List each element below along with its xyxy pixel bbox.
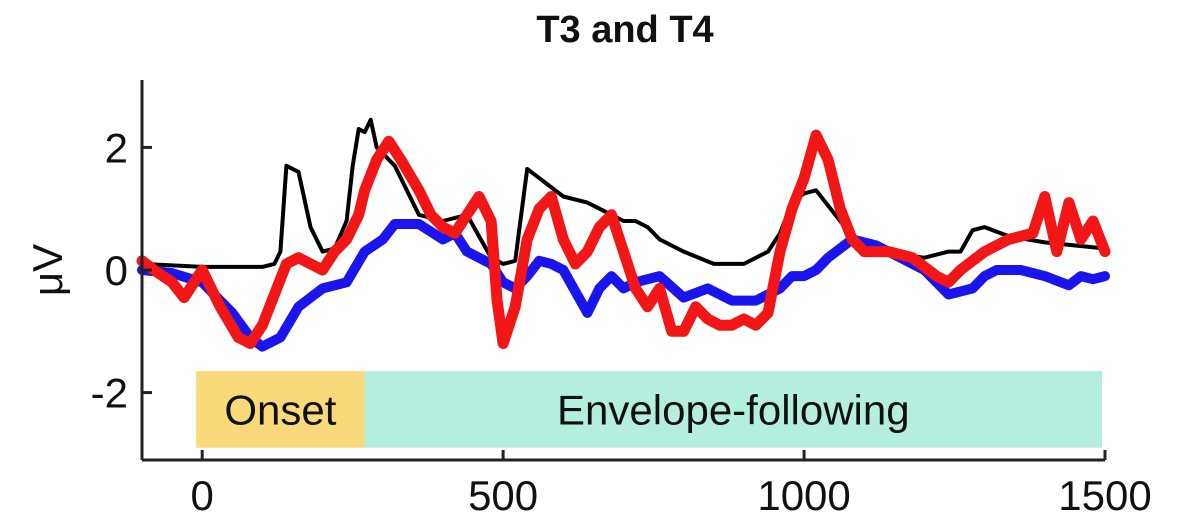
x-tick-label-2: 1000 [757,472,850,519]
x-tick-label-3: 1500 [1058,472,1151,519]
chart-title: T3 and T4 [536,9,713,51]
y-tick-label-2: 2 [105,124,128,171]
series-line-2 [136,129,1111,349]
ticks-layer: 0 500 1000 1500 -2 0 2 [91,124,1152,519]
x-tick-label-0: 0 [191,472,214,519]
band-1 [364,371,1102,448]
band-label-1: Envelope-following [557,386,910,433]
series-layer [136,117,1111,352]
band-label-0: Onset [224,386,336,433]
band-0 [196,371,365,448]
y-axis-label: μV [24,244,71,296]
y-tick-label-1: 0 [105,247,128,294]
x-tick-label-1: 500 [468,472,538,519]
y-tick-label-0: -2 [91,370,128,417]
series-line-1 [137,219,1110,352]
bands-layer: Onset Envelope-following [196,371,1102,448]
